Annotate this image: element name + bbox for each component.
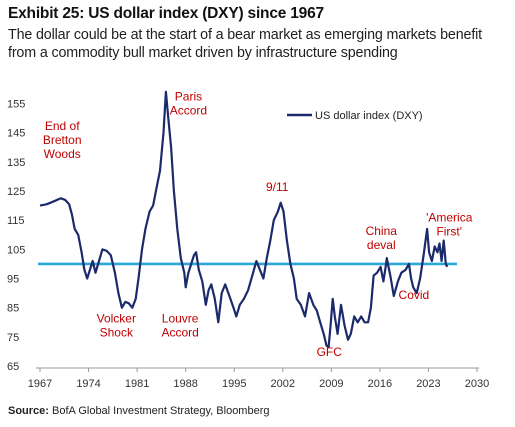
y-tick-label: 75 [7,332,19,344]
source-text: BofA Global Investment Strategy, Bloombe… [48,405,270,417]
y-tick-label: 115 [7,215,25,227]
annotation-label: Volcker Shock [97,311,136,339]
x-tick-label: 2002 [271,378,295,390]
annotation-line: China [366,224,398,238]
annotation-line: Louvre [162,311,199,325]
legend-label: US dollar index (DXY) [315,110,423,122]
x-tick-label: 1988 [173,378,197,390]
x-tick-label: 2030 [465,378,489,390]
y-tick-label: 105 [7,244,25,256]
x-tick-label: 2009 [319,378,343,390]
source-note: Source: BofA Global Investment Strategy,… [8,405,270,417]
annotation-line: GFC [317,345,343,359]
x-tick-label: 1995 [222,378,246,390]
y-tick-label: 125 [7,186,25,198]
y-tick-label: 155 [7,99,25,111]
annotation-label: Covid [399,288,430,302]
annotation-line: Covid [399,288,430,302]
x-tick-label: 1981 [125,378,149,390]
x-tick-label: 2016 [368,378,392,390]
annotation-label: End of Bretton Woods [43,119,82,161]
annotation-line: Accord [170,104,207,118]
chart-title: Exhibit 25: US dollar index (DXY) since … [8,5,324,22]
annotation-label: 'America First' [426,211,473,239]
annotation-line: Woods [44,147,81,161]
annotation-line: Shock [100,325,134,339]
x-tick-label: 1974 [76,378,100,390]
x-tick-label: 2023 [416,378,440,390]
annotation-label: Louvre Accord [161,311,198,339]
annotation-line: End of [45,119,80,133]
x-tick-label: 1967 [28,378,52,390]
annotation-line: Paris [175,90,202,104]
annotation-label: 9/11 [266,180,289,194]
annotation-label: China deval [366,224,398,252]
y-tick-label: 85 [7,303,19,315]
chart-subtitle: The dollar could be at the start of a be… [8,27,483,61]
annotation-label: GFC [317,345,343,359]
annotation-line: Accord [161,325,198,339]
annotation-label: Paris Accord [170,90,207,118]
y-tick-label: 145 [7,128,25,140]
dxy-series-line [39,90,449,349]
y-tick-label: 95 [7,274,19,286]
annotation-line: 'America [426,211,473,225]
source-label: Source: [8,405,49,417]
annotation-line: First' [436,225,462,239]
y-tick-label: 65 [7,361,19,373]
annotation-line: Bretton [43,133,82,147]
annotation-line: deval [367,238,396,252]
y-tick-label: 135 [7,157,25,169]
annotation-line: 9/11 [266,180,289,194]
annotation-line: Volcker [97,311,136,325]
